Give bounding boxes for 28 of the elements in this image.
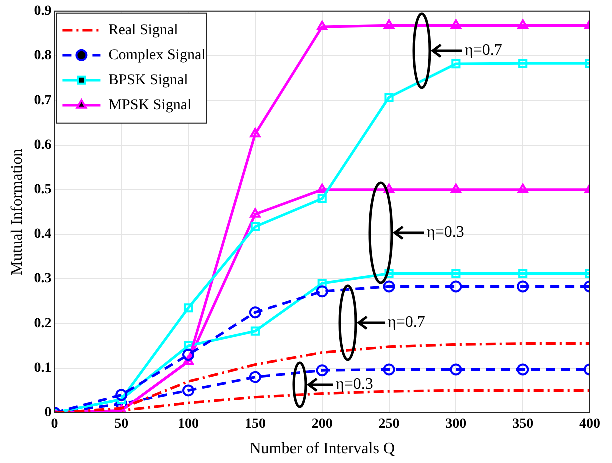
y-tick-label: 0.8 (34, 48, 52, 64)
annotation: η=0.3 (336, 376, 374, 394)
x-tick-label: 300 (446, 417, 467, 432)
y-tick-label: 0.6 (34, 138, 52, 153)
x-tick-label: 100 (178, 417, 200, 432)
annotation: η=0.7 (388, 314, 426, 332)
y-tick-label: 0.7 (34, 93, 52, 108)
annotation: η=0.3 (427, 224, 464, 242)
annotation: η=0.7 (465, 42, 502, 60)
y-tick-label: 0.3 (34, 272, 52, 287)
y-tick-label: 0.9 (34, 4, 52, 20)
x-tick-label: 50 (114, 417, 129, 432)
y-axis-title: Mutual Information (8, 148, 26, 276)
x-tick-label: 350 (512, 417, 534, 432)
y-tick-label: 0 (44, 406, 52, 421)
x-tick-label: 150 (244, 417, 266, 432)
y-tick-label: 0.5 (34, 182, 52, 198)
x-tick-label: 200 (312, 417, 333, 432)
legend-label: MPSK Signal (108, 97, 192, 114)
x-tick-label: 400 (580, 417, 600, 432)
y-tick-label: 0.2 (34, 316, 52, 332)
y-tick-label: 0.1 (34, 360, 52, 376)
x-axis-title: Number of Intervals Q (250, 440, 396, 458)
x-tick-label: 250 (378, 417, 400, 432)
legend-label: Real Signal (108, 22, 178, 38)
legend-label: Complex Signal (108, 47, 206, 64)
legend-label: BPSK Signal (108, 72, 188, 88)
y-tick-label: 0.4 (34, 227, 52, 242)
